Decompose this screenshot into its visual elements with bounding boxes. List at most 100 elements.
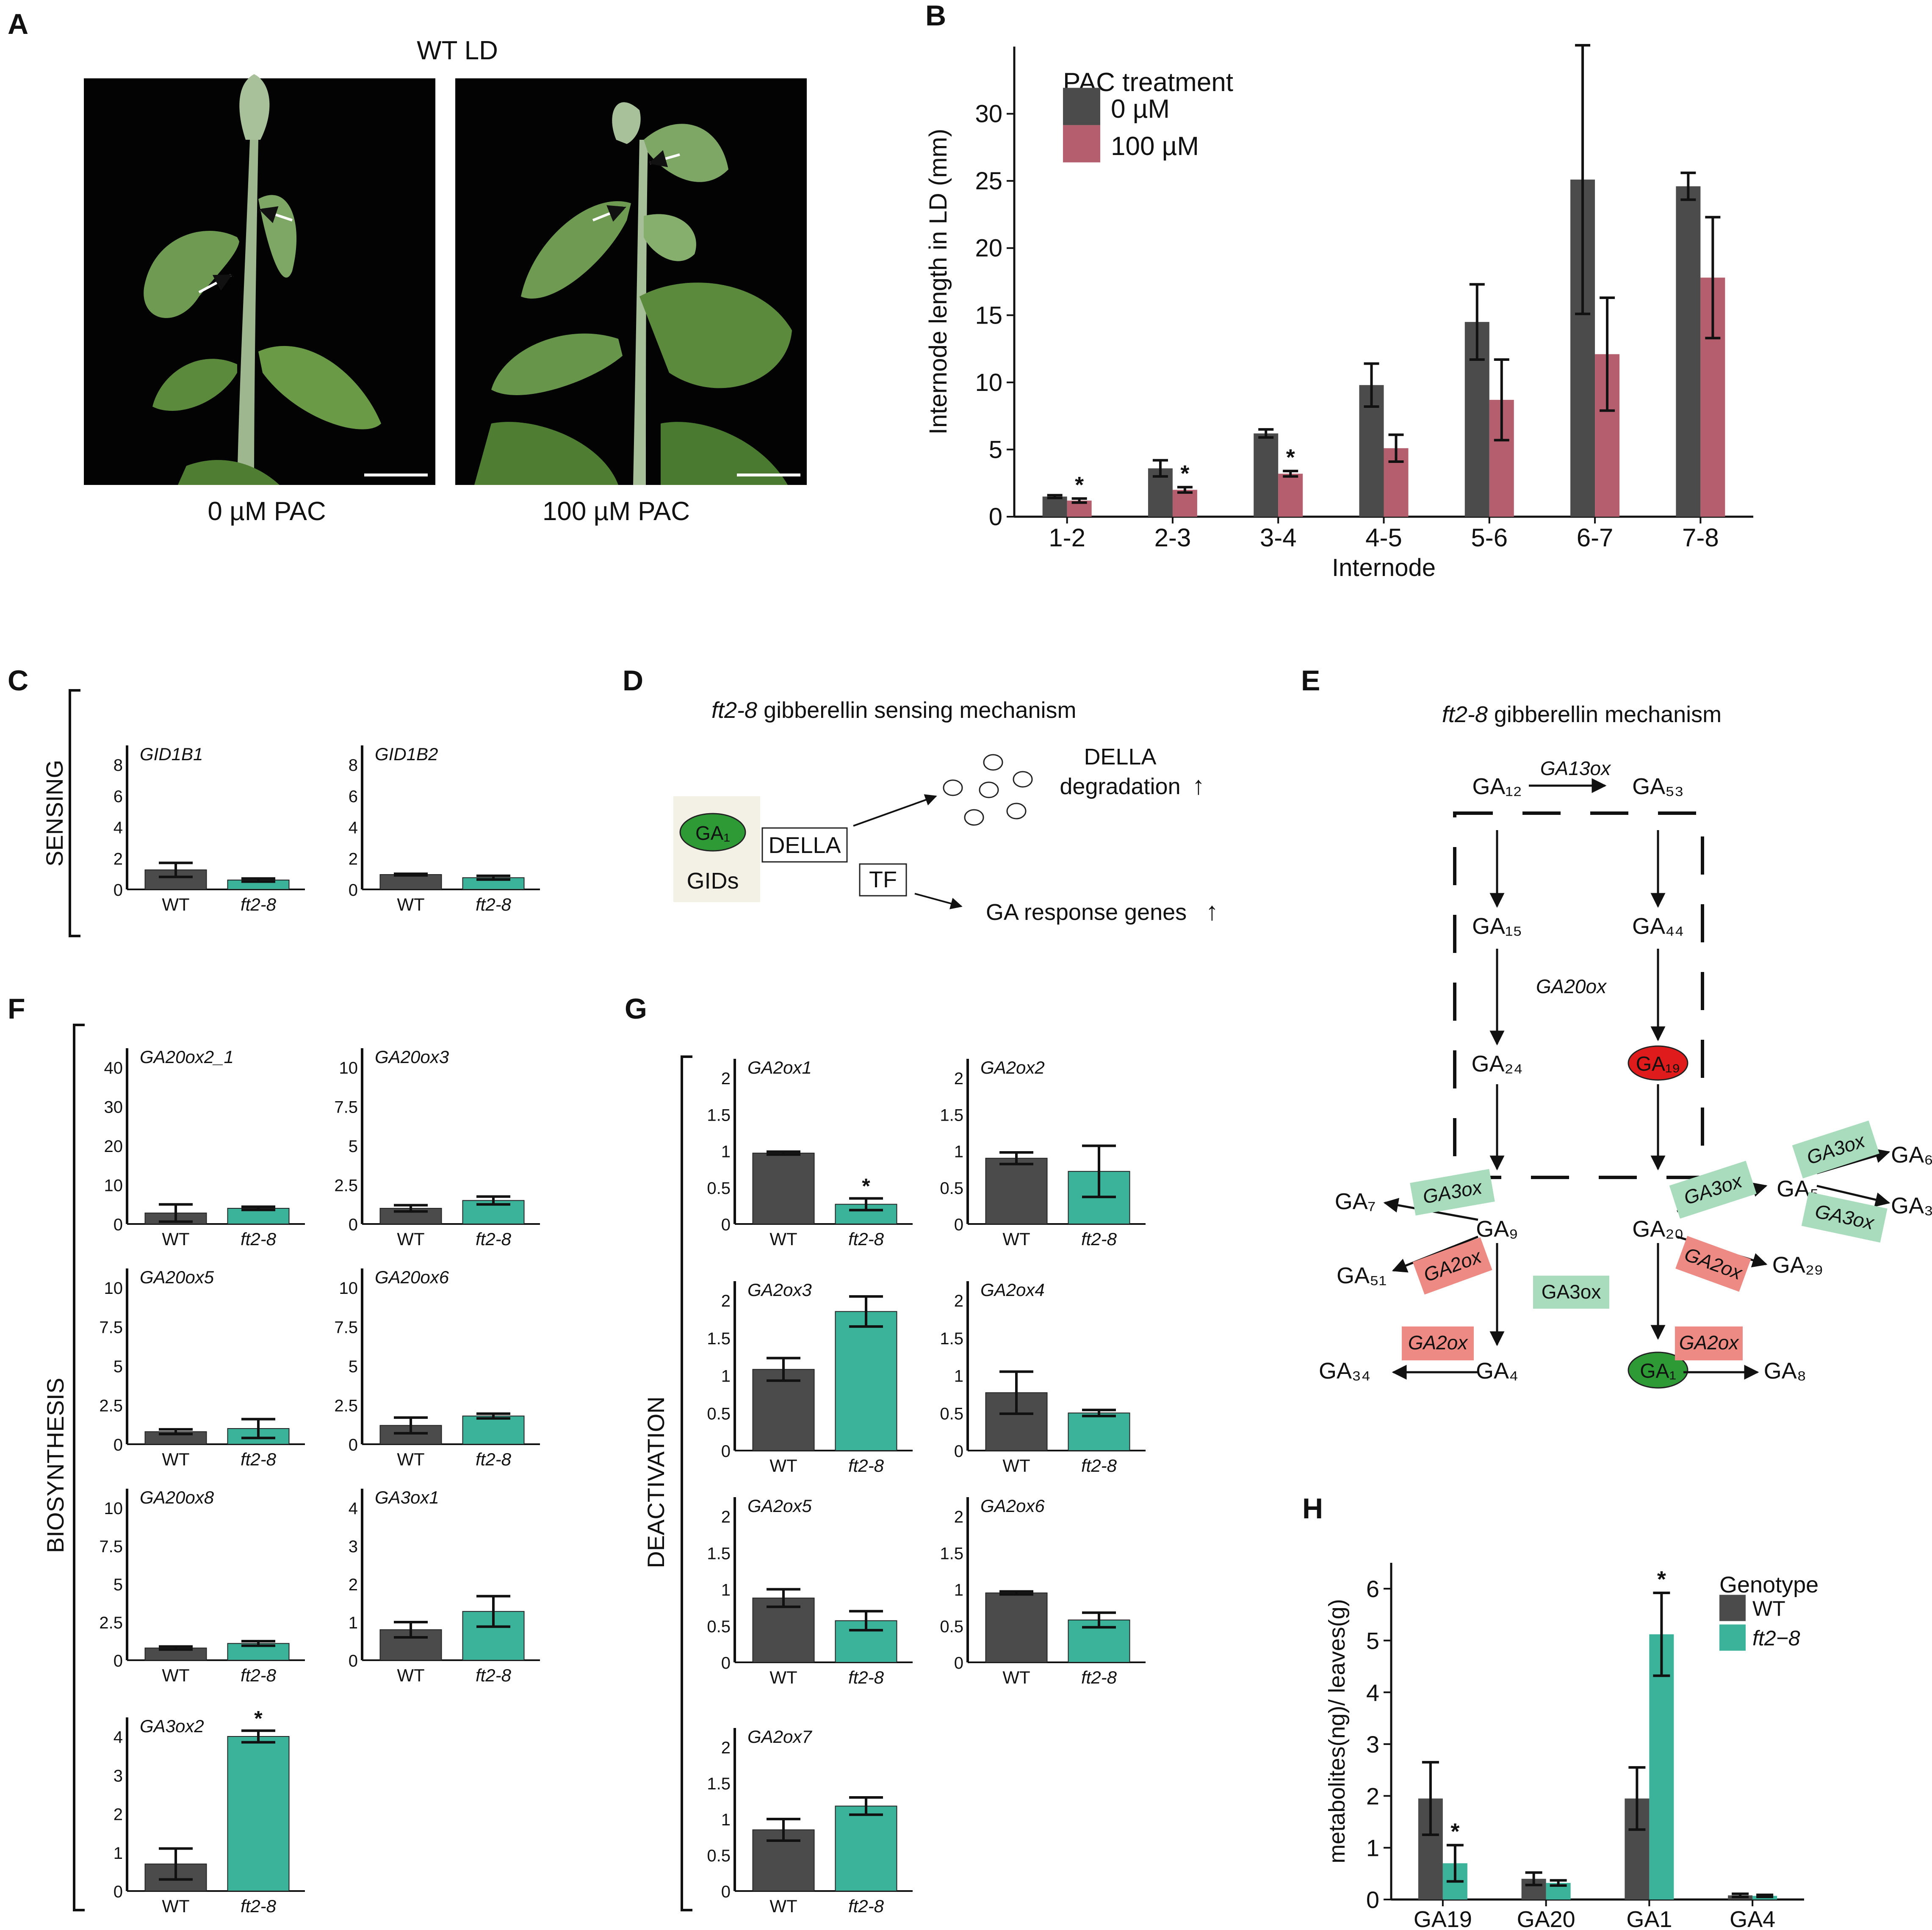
group-label-sensing: SENSING — [41, 760, 68, 867]
mini-y-tick-label: 6 — [349, 787, 358, 806]
panel-label-d: D — [623, 665, 643, 697]
bar — [1676, 186, 1701, 517]
enzyme-ga20ox: GA20ox — [1536, 975, 1607, 997]
mini-y-tick-label: 40 — [104, 1059, 123, 1077]
mini-significance-star: * — [254, 1706, 263, 1730]
mini-x-tick-label: WT — [769, 1229, 797, 1249]
mini-chart-gene: GA20ox2_1 — [140, 1047, 234, 1067]
y-tick-label: 10 — [975, 369, 1002, 396]
mini-y-tick-label: 2 — [349, 850, 358, 868]
y-tick-label: 2 — [1366, 1783, 1379, 1809]
mini-y-tick-label: 0 — [113, 1652, 123, 1670]
legend-label: WT — [1752, 1597, 1785, 1620]
enzyme-box-ga2ox-2: GA2ox — [1402, 1326, 1474, 1360]
mini-y-tick-label: 0 — [349, 1652, 358, 1670]
mini-y-tick-label: 0.5 — [940, 1179, 963, 1198]
enzyme-box-ga3ox-2: GA3ox — [1669, 1160, 1757, 1219]
mini-chart-gene: GA20ox6 — [375, 1267, 449, 1287]
mini-chart-gene: GID1B1 — [140, 744, 203, 764]
mini-y-tick-label: 2 — [721, 1292, 731, 1310]
node-ga53: GA₅₃ — [1632, 774, 1684, 799]
mini-x-tick-label: ft2-8 — [476, 894, 512, 914]
panel-e-title: ft2-8 gibberellin mechanism — [1442, 702, 1722, 727]
mini-y-tick-label: 7.5 — [99, 1537, 123, 1556]
mini-y-tick-label: 10 — [339, 1059, 358, 1077]
mini-y-tick-label: 8 — [349, 756, 358, 775]
mini-y-tick-label: 0 — [954, 1442, 963, 1461]
enzyme-ga13ox: GA13ox — [1540, 757, 1611, 779]
enzyme-box-ga3ox-3: GA3ox — [1792, 1120, 1879, 1179]
mini-y-tick-label: 5 — [113, 1576, 123, 1594]
legend-title: Genotype — [1719, 1572, 1819, 1598]
panel-d: D ft2-8 gibberellin sensing mechanism GA… — [623, 665, 1218, 925]
mini-y-tick-label: 1.5 — [707, 1544, 731, 1563]
mini-chart-gene: GA20ox8 — [140, 1487, 214, 1507]
node-ga29: GA₂₉ — [1772, 1252, 1823, 1278]
panel-d-title: ft2-8 gibberellin sensing mechanism — [711, 698, 1076, 723]
bar — [1254, 433, 1279, 517]
mini-y-tick-label: 1 — [721, 1581, 731, 1600]
panel-label-f: F — [8, 993, 25, 1025]
mini-y-tick-label: 10 — [104, 1499, 123, 1518]
mini-y-tick-label: 1 — [954, 1581, 963, 1600]
pathway-nodes: GA₁₂ GA₅₃ GA₁₅ GA₄₄ GA₂₄ GA₉ GA₂₀ GA₇ GA… — [1319, 774, 1932, 1384]
mini-y-tick-label: 6 — [113, 787, 123, 806]
node-ga15: GA₁₅ — [1472, 914, 1522, 939]
mini-x-tick-label: ft2-8 — [241, 1229, 277, 1249]
panel-a-title: WT LD — [417, 36, 498, 65]
mini-y-tick-label: 2 — [954, 1508, 963, 1526]
mini-x-tick-label: ft2-8 — [1081, 1456, 1117, 1476]
panel-b: B 0 5 10 15 20 25 30 1-2 * 2-3 * 3-4 * 4-5 5-6 6-7 7-8 In… — [924, 0, 1753, 581]
node-ga19: GA₁₉ — [1636, 1053, 1680, 1075]
mini-y-tick-label: 1 — [349, 1614, 358, 1632]
node-ga34: GA₃₄ — [1319, 1358, 1370, 1384]
x-axis-label: Internode — [1332, 554, 1436, 581]
legend-label: 100 µM — [1111, 132, 1199, 161]
y-tick-label: 25 — [975, 167, 1002, 195]
mini-bar — [835, 1805, 897, 1891]
mini-y-tick-label: 0 — [349, 1436, 358, 1454]
mini-y-tick-label: 1.5 — [940, 1329, 963, 1348]
mini-y-tick-label: 0.5 — [707, 1847, 731, 1865]
gids-label: GIDs — [686, 868, 739, 894]
mini-y-tick-label: 2.5 — [99, 1397, 123, 1415]
y-tick-label: 4 — [1366, 1679, 1379, 1706]
mini-chart: GID1B2 0 2 4 6 8 WT ft2-8 — [349, 744, 540, 914]
mini-x-tick-label: ft2-8 — [476, 1665, 512, 1685]
mini-x-tick-label: WT — [1002, 1667, 1030, 1687]
group-label-biosynthesis: BIOSYNTHESIS — [42, 1378, 69, 1553]
svg-text:GA2ox: GA2ox — [1408, 1332, 1469, 1354]
mini-x-tick-label: WT — [769, 1456, 797, 1476]
mini-y-tick-label: 7.5 — [334, 1318, 358, 1337]
mini-y-tick-label: 1 — [954, 1367, 963, 1386]
mini-chart-gene: GA2ox7 — [747, 1727, 812, 1747]
ga-response-genes: GA response genes — [986, 900, 1187, 925]
della-label: DELLA — [768, 833, 841, 858]
mini-y-tick-label: 4 — [349, 819, 358, 837]
legend-label: ft2−8 — [1752, 1626, 1800, 1650]
node-ga12: GA₁₂ — [1472, 774, 1522, 799]
della-degradation-line1: DELLA — [1084, 744, 1156, 770]
mini-y-tick-label: 0 — [113, 881, 123, 900]
della-fragments — [943, 754, 1033, 826]
y-tick-label: 0 — [989, 503, 1002, 531]
mini-x-tick-label: WT — [162, 1896, 189, 1916]
mini-chart: GA2ox7 0 0.5 1 1.5 2 WT ft2-8 — [707, 1727, 913, 1916]
mini-x-tick-label: ft2-8 — [848, 1229, 884, 1249]
mini-y-tick-label: 0 — [113, 1216, 123, 1234]
mini-y-tick-label: 0 — [113, 1883, 123, 1901]
panel-a: A WT LD — [8, 8, 807, 526]
bar — [1649, 1634, 1674, 1900]
mini-y-tick-label: 3 — [113, 1767, 123, 1785]
significance-star: * — [1286, 445, 1295, 470]
panel-label-a: A — [8, 8, 28, 40]
mini-x-tick-label: ft2-8 — [241, 1896, 277, 1916]
node-ga8: GA₈ — [1764, 1358, 1806, 1384]
mini-chart-gene: GA2ox3 — [747, 1280, 812, 1300]
mini-y-tick-label: 1 — [721, 1367, 731, 1386]
x-tick-label: 2-3 — [1154, 523, 1191, 552]
della-box — [761, 827, 848, 863]
mini-y-tick-label: 2 — [113, 850, 123, 868]
mini-y-tick-label: 2.5 — [99, 1614, 123, 1632]
significance-star: * — [1075, 472, 1084, 498]
